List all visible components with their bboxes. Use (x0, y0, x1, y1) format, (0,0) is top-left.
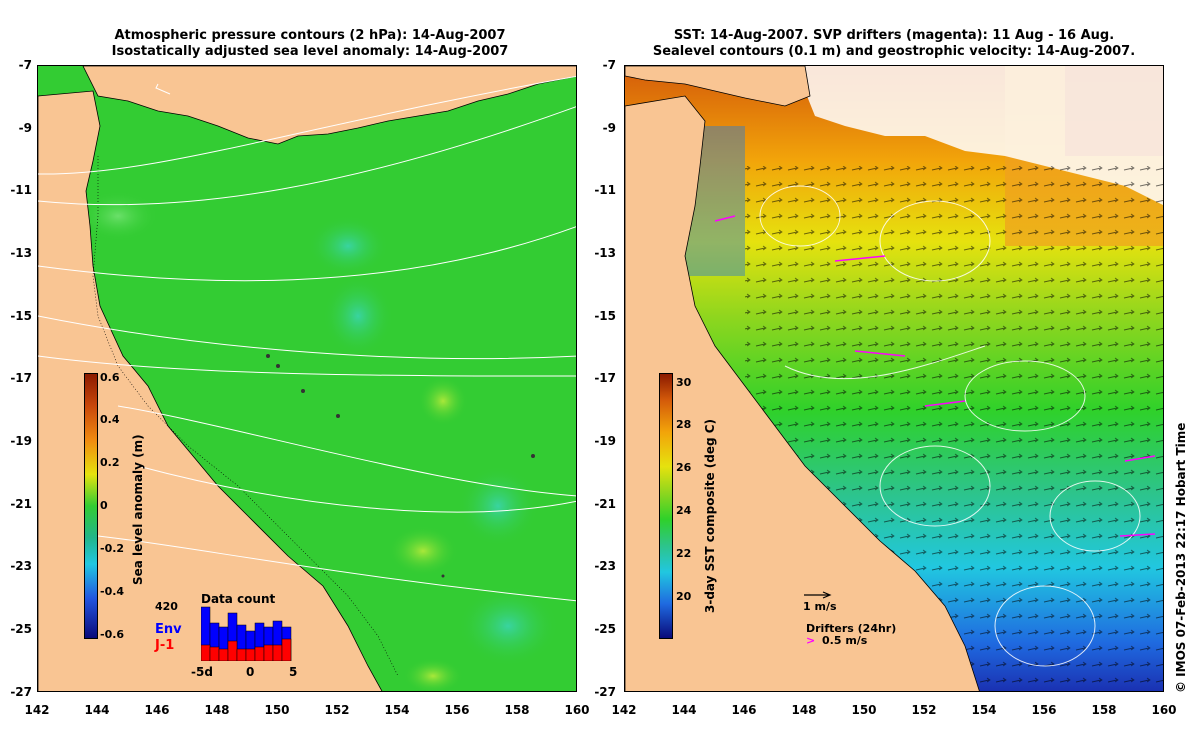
right-xtick: 148 (791, 703, 817, 717)
left-xtick: 150 (264, 703, 290, 717)
colorbar-tick: -0.2 (100, 542, 125, 555)
left-ytick: -9 (18, 121, 32, 135)
right-ytick: -7 (602, 58, 616, 72)
colorbar-tick: 30 (676, 376, 692, 389)
new-guinea-land (625, 66, 811, 107)
left-ytick: -11 (10, 183, 32, 197)
right-xtick: 146 (731, 703, 757, 717)
right-ytick: -25 (594, 622, 616, 636)
drifters-speed: 0.5 m/s (822, 634, 868, 647)
data-count-title: Data count (201, 592, 276, 606)
right-ytick: -11 (594, 183, 616, 197)
left-ytick: -13 (10, 246, 32, 260)
right-xtick: 154 (971, 703, 997, 717)
right-xtick: 144 (671, 703, 697, 717)
left-ytick: -21 (10, 497, 32, 511)
right-xtick: 156 (1031, 703, 1057, 717)
left-xtick: 146 (144, 703, 170, 717)
left-ytick: -15 (10, 309, 32, 323)
right-ytick: -15 (594, 309, 616, 323)
pressure-contours (38, 75, 576, 602)
data-count-j1-legend: J-1 (155, 638, 175, 653)
colorbar-tick: 24 (676, 504, 692, 517)
left-xtick: 144 (84, 703, 110, 717)
data-count-xlabel: -5d (191, 665, 213, 679)
left-ytick: -7 (18, 58, 32, 72)
right-xtick: 160 (1151, 703, 1177, 717)
australia-land (625, 95, 980, 691)
left-map[interactable] (37, 65, 577, 692)
colorbar-tick: 26 (676, 461, 692, 474)
colorbar-tick: 0 (100, 499, 108, 512)
right-map[interactable] (624, 65, 1164, 692)
data-count-histogram (201, 606, 292, 661)
right-ytick: -23 (594, 559, 616, 573)
left-xtick: 156 (444, 703, 470, 717)
right-ytick: -27 (594, 685, 616, 699)
sea-level-colorbar-label: Sea level anomaly (m) (131, 434, 145, 585)
colorbar-tick: 20 (676, 590, 692, 603)
right-title: SST: 14-Aug-2007. SVP drifters (magenta)… (624, 28, 1164, 60)
left-title-line2: Isostatically adjusted sea level anomaly… (111, 44, 509, 59)
drifters-label: Drifters (24hr) (806, 622, 897, 635)
left-xtick: 148 (204, 703, 230, 717)
right-ytick: -13 (594, 246, 616, 260)
left-xtick: 158 (504, 703, 530, 717)
data-count-xlabel: 5 (289, 665, 298, 679)
colorbar-tick: 0.2 (100, 456, 120, 469)
right-xtick: 158 (1091, 703, 1117, 717)
data-count-env-legend: Env (155, 622, 182, 637)
right-xtick: 152 (911, 703, 937, 717)
right-ytick: -17 (594, 371, 616, 385)
colorbar-tick: 0.6 (100, 371, 120, 384)
colorbar-tick: 0.4 (100, 413, 120, 426)
right-ytick: -9 (602, 121, 616, 135)
left-xtick: 160 (564, 703, 590, 717)
sea-level-colorbar (84, 373, 98, 639)
left-title-line1: Atmospheric pressure contours (2 hPa): 1… (114, 28, 506, 43)
right-ytick: -21 (594, 497, 616, 511)
colorbar-tick: 28 (676, 418, 692, 431)
left-ytick: -17 (10, 371, 32, 385)
left-ytick: -27 (10, 685, 32, 699)
velocity-scale-arrow (804, 591, 832, 599)
left-xtick: 152 (324, 703, 350, 717)
right-xtick: 142 (611, 703, 637, 717)
colorbar-tick: 22 (676, 547, 692, 560)
drifter-tracks (714, 215, 1156, 537)
sst-colorbar-label: 3-day SST composite (deg C) (703, 418, 717, 613)
sst-colorbar (659, 373, 673, 639)
copyright-notice: © IMOS 07-Feb-2013 22:17 Hobart Time (1174, 422, 1188, 693)
right-title-line2: Sealevel contours (0.1 m) and geostrophi… (652, 44, 1136, 59)
left-xtick: 154 (384, 703, 410, 717)
right-title-line1: SST: 14-Aug-2007. SVP drifters (magenta)… (673, 28, 1115, 43)
left-ytick: -19 (10, 434, 32, 448)
australia-land (38, 90, 383, 691)
drifters-arrow-icon: > (806, 634, 816, 647)
velocity-scale-label: 1 m/s (803, 600, 837, 613)
right-ytick: -19 (594, 434, 616, 448)
right-xtick: 150 (851, 703, 877, 717)
data-count-max: 420 (155, 600, 178, 613)
left-ytick: -23 (10, 559, 32, 573)
colorbar-tick: -0.4 (100, 585, 125, 598)
left-title: Atmospheric pressure contours (2 hPa): 1… (40, 28, 580, 60)
colorbar-tick: -0.6 (100, 628, 125, 641)
new-guinea-land (82, 66, 576, 145)
sea-level-contours (759, 185, 1141, 667)
left-ytick: -25 (10, 622, 32, 636)
left-xtick: 142 (24, 703, 50, 717)
data-count-xlabel: 0 (246, 665, 255, 679)
